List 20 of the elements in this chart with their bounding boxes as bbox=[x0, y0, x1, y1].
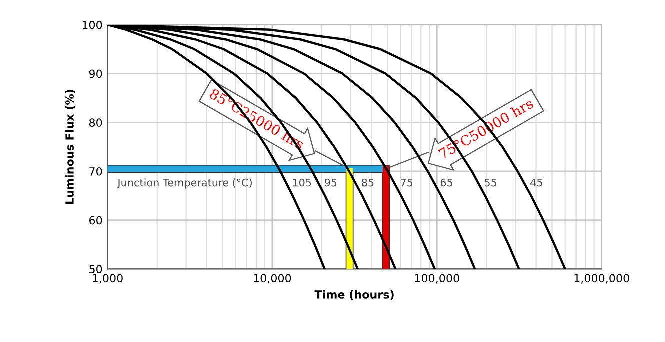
y-tick-label: 50 bbox=[90, 265, 102, 274]
annotation: 75 bbox=[401, 178, 413, 187]
annotation: 55 bbox=[484, 178, 497, 187]
y-tick-label: 60 bbox=[90, 216, 102, 225]
y-tick-label: 80 bbox=[89, 118, 102, 128]
x-tick-label: 10,000 bbox=[254, 274, 292, 284]
annotation: 85 bbox=[362, 178, 374, 187]
y-tick-label: 70 bbox=[90, 167, 102, 176]
annotation: 65 bbox=[440, 178, 452, 187]
x-axis-title: Time (hours) bbox=[314, 290, 394, 300]
x-tick-label: 1,000,000 bbox=[574, 274, 630, 284]
x-tick-label: 1,000 bbox=[93, 274, 123, 284]
y-tick-label: 100 bbox=[82, 20, 102, 30]
y-tick-label: 90 bbox=[89, 70, 102, 78]
annotation: 45 bbox=[530, 178, 542, 187]
annotation: Junction Temperature (°C) bbox=[117, 178, 252, 189]
annotation: 95 bbox=[324, 178, 337, 187]
annotation: 105 bbox=[293, 178, 312, 187]
y-axis-title: Luminous Flux (%) bbox=[65, 90, 76, 204]
x-tick-label: 100,000 bbox=[415, 274, 460, 284]
